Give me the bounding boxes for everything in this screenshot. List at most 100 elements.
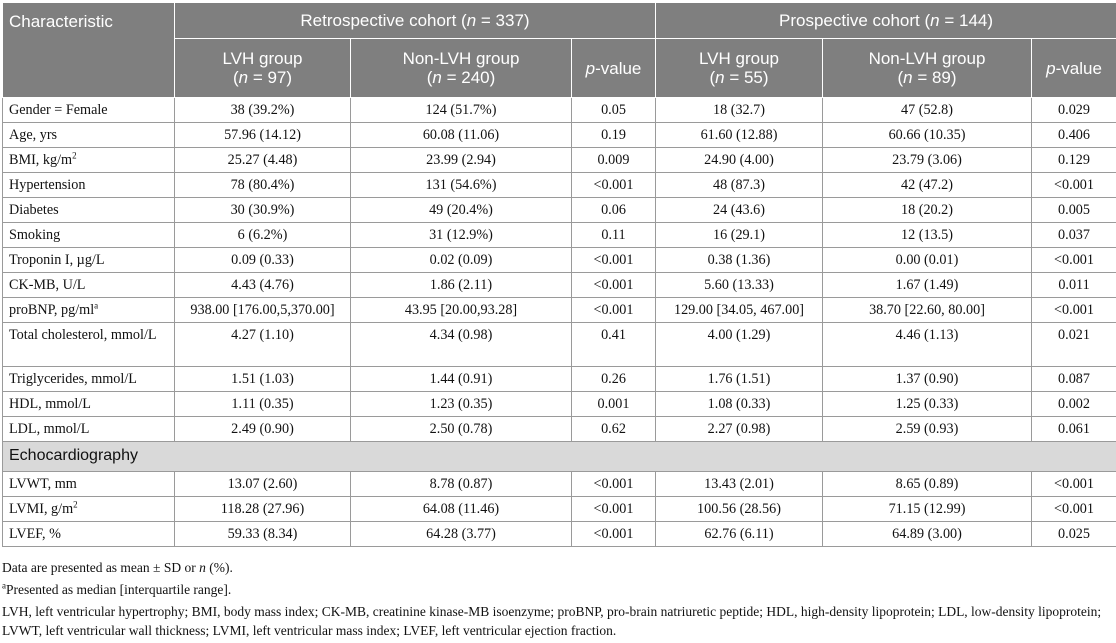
row-label: BMI, kg/m2 <box>3 148 175 173</box>
table-cell: 118.28 (27.96) <box>175 497 351 522</box>
table-cell: 0.05 <box>572 98 656 123</box>
row-label: Gender = Female <box>3 98 175 123</box>
table-cell: 42 (47.2) <box>823 173 1032 198</box>
table-cell: 0.087 <box>1032 367 1116 392</box>
header-pro-nonlvh: Non-LVH group(n = 89) <box>823 39 1032 98</box>
table-cell: 16 (29.1) <box>656 223 823 248</box>
table-cell: 23.99 (2.94) <box>351 148 572 173</box>
table-cell: <0.001 <box>1032 472 1116 497</box>
table-cell: 60.66 (10.35) <box>823 123 1032 148</box>
table-cell: 1.08 (0.33) <box>656 392 823 417</box>
table-cell: 124 (51.7%) <box>351 98 572 123</box>
table-cell: <0.001 <box>572 248 656 273</box>
table-cell: 4.27 (1.10) <box>175 323 351 367</box>
table-cell: 1.76 (1.51) <box>656 367 823 392</box>
table-cell: <0.001 <box>1032 173 1116 198</box>
table-cell: 1.23 (0.35) <box>351 392 572 417</box>
row-label: LVEF, % <box>3 522 175 547</box>
header-retro-pvalue: p-value <box>572 39 656 98</box>
row-label: Smoking <box>3 223 175 248</box>
table-cell: 24 (43.6) <box>656 198 823 223</box>
row-label: LVWT, mm <box>3 472 175 497</box>
table-cell: <0.001 <box>1032 298 1116 323</box>
note-abbreviations: LVH, left ventricular hypertrophy; BMI, … <box>2 602 1114 640</box>
table-cell: 0.26 <box>572 367 656 392</box>
table-cell: 0.38 (1.36) <box>656 248 823 273</box>
table-cell: 1.67 (1.49) <box>823 273 1032 298</box>
table-cell: 57.96 (14.12) <box>175 123 351 148</box>
header-pro-lvh: LVH group(n = 55) <box>656 39 823 98</box>
table-cell: 0.129 <box>1032 148 1116 173</box>
table-cell: 38.70 [22.60, 80.00] <box>823 298 1032 323</box>
table-cell: 13.07 (2.60) <box>175 472 351 497</box>
table-cell: <0.001 <box>572 298 656 323</box>
table-cell: 0.02 (0.09) <box>351 248 572 273</box>
table-cell: 4.43 (4.76) <box>175 273 351 298</box>
table-cell: 71.15 (12.99) <box>823 497 1032 522</box>
row-label: HDL, mmol/L <box>3 392 175 417</box>
table-cell: 1.44 (0.91) <box>351 367 572 392</box>
table-cell: 2.59 (0.93) <box>823 417 1032 442</box>
table-cell: 60.08 (11.06) <box>351 123 572 148</box>
table-cell: 1.25 (0.33) <box>823 392 1032 417</box>
table-cell: 0.025 <box>1032 522 1116 547</box>
table-cell: 0.029 <box>1032 98 1116 123</box>
table-cell: 1.11 (0.35) <box>175 392 351 417</box>
table-cell: 30 (30.9%) <box>175 198 351 223</box>
section-row: Echocardiography <box>3 442 1116 472</box>
table-cell: 131 (54.6%) <box>351 173 572 198</box>
table-cell: 47 (52.8) <box>823 98 1032 123</box>
table-cell: 0.62 <box>572 417 656 442</box>
row-label: Troponin I, µg/L <box>3 248 175 273</box>
table-cell: 64.08 (11.46) <box>351 497 572 522</box>
table-cell: 0.06 <box>572 198 656 223</box>
header-retro-nonlvh: Non-LVH group(n = 240) <box>351 39 572 98</box>
table-cell: 1.51 (1.03) <box>175 367 351 392</box>
table-cell: 25.27 (4.48) <box>175 148 351 173</box>
table-notes: Data are presented as mean ± SD or n (%)… <box>2 558 1114 643</box>
table-cell: 18 (20.2) <box>823 198 1032 223</box>
row-label: Hypertension <box>3 173 175 198</box>
table-cell: 59.33 (8.34) <box>175 522 351 547</box>
table-cell: 23.79 (3.06) <box>823 148 1032 173</box>
note-data-presentation: Data are presented as mean ± SD or n (%)… <box>2 558 1114 577</box>
table-cell: 31 (12.9%) <box>351 223 572 248</box>
table-cell: 4.00 (1.29) <box>656 323 823 367</box>
table-cell: 61.60 (12.88) <box>656 123 823 148</box>
header-pro-pvalue: p-value <box>1032 39 1116 98</box>
table-cell: 2.50 (0.78) <box>351 417 572 442</box>
table-cell: 62.76 (6.11) <box>656 522 823 547</box>
table-cell: 0.021 <box>1032 323 1116 367</box>
table-cell: 5.60 (13.33) <box>656 273 823 298</box>
table-cell: 24.90 (4.00) <box>656 148 823 173</box>
table-cell: <0.001 <box>1032 497 1116 522</box>
table-cell: 0.037 <box>1032 223 1116 248</box>
table-cell: 48 (87.3) <box>656 173 823 198</box>
table-cell: 4.46 (1.13) <box>823 323 1032 367</box>
table-cell: <0.001 <box>572 472 656 497</box>
table-cell: 13.43 (2.01) <box>656 472 823 497</box>
table-cell: 18 (32.7) <box>656 98 823 123</box>
header-row-1: Characteristic Retrospective cohort (n =… <box>3 3 1116 39</box>
table-cell: 6 (6.2%) <box>175 223 351 248</box>
characteristics-table: Characteristic Retrospective cohort (n =… <box>2 2 1116 547</box>
table-cell: 49 (20.4%) <box>351 198 572 223</box>
header-retrospective-cohort: Retrospective cohort (n = 337) <box>175 3 656 39</box>
table-cell: 0.00 (0.01) <box>823 248 1032 273</box>
table-cell: 938.00 [176.00,5,370.00] <box>175 298 351 323</box>
table-cell: 4.34 (0.98) <box>351 323 572 367</box>
